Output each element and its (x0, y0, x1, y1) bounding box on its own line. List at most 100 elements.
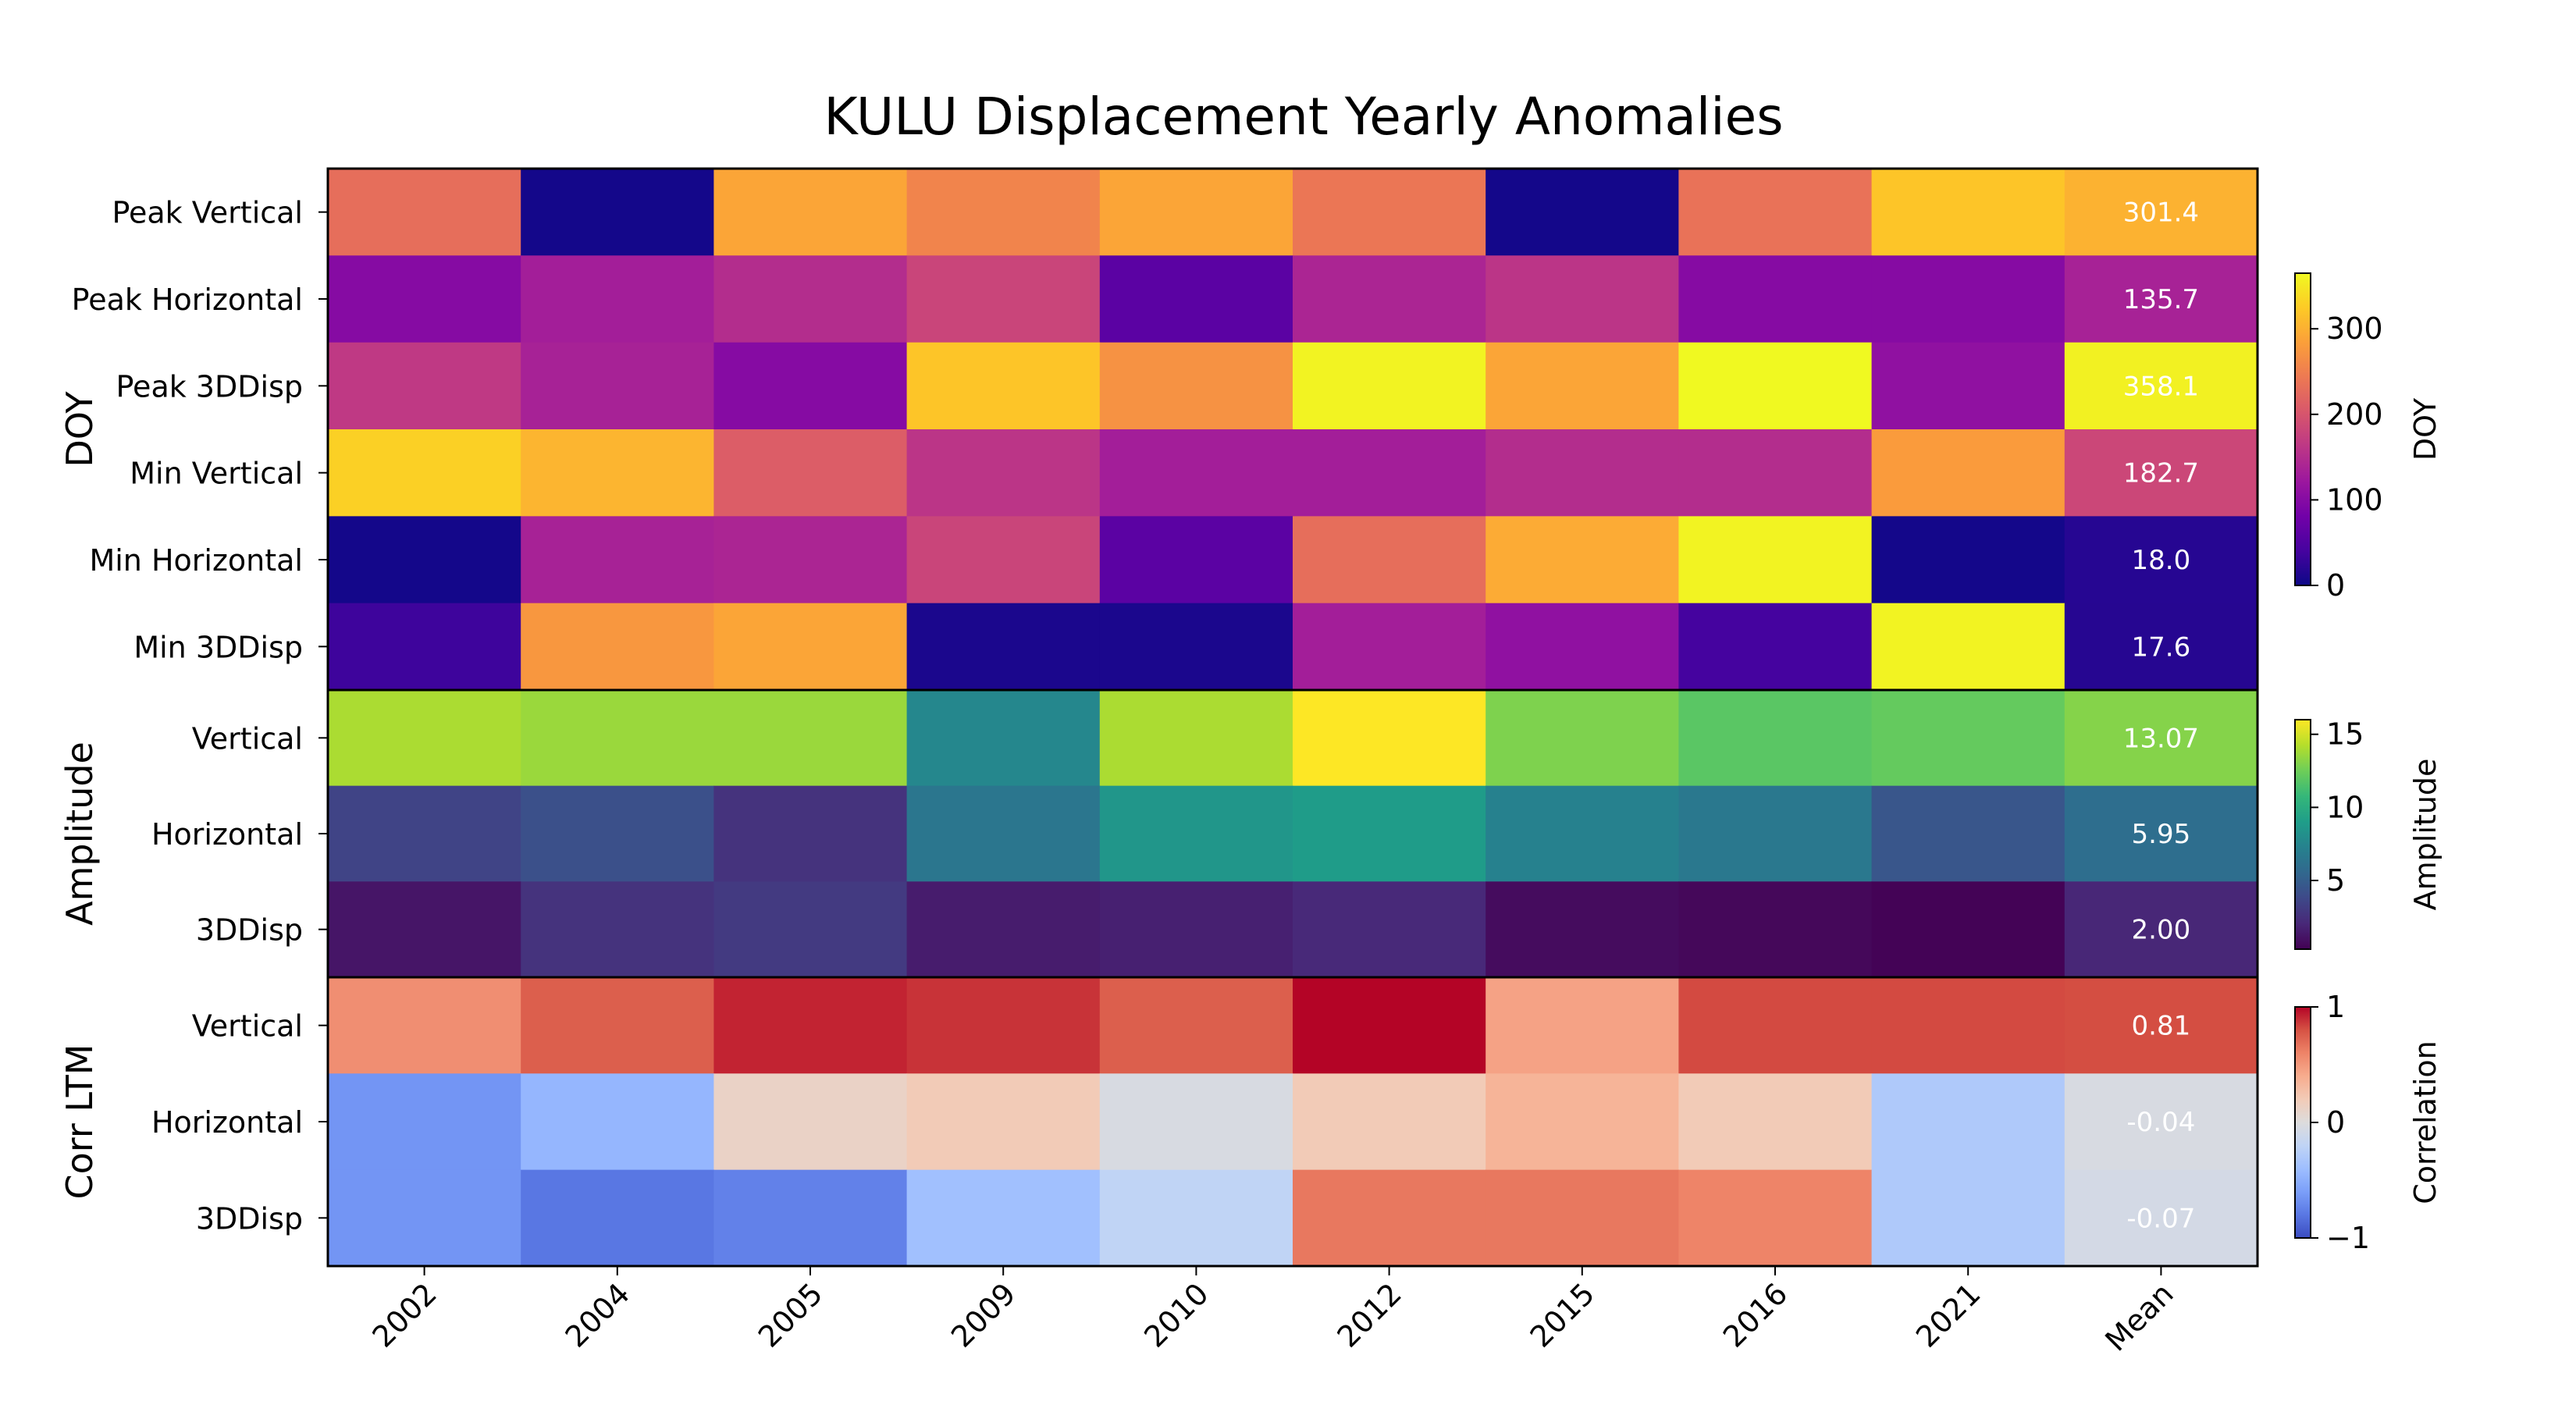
heatmap-cell (1871, 785, 2065, 882)
heatmap-cell (1293, 1169, 1486, 1267)
row-label: 3DDisp (196, 1201, 303, 1236)
row-label: Peak Vertical (112, 196, 303, 230)
colorbar-tick-label: 0 (2326, 1105, 2345, 1140)
heatmap-cell (713, 603, 908, 691)
heatmap-cell (1099, 977, 1293, 1074)
mean-value-label: 2.00 (2132, 915, 2191, 946)
heatmap-cell (2064, 255, 2258, 343)
heatmap-cell (906, 977, 1101, 1074)
heatmap-cell (1099, 881, 1293, 978)
colorbar (2294, 719, 2311, 950)
heatmap-cell (713, 255, 908, 343)
heatmap-cell (906, 255, 1101, 343)
heatmap-cell (521, 1169, 714, 1267)
heatmap-cell (1678, 603, 1873, 691)
heatmap-cell (1293, 516, 1486, 604)
heatmap-cell (521, 785, 714, 882)
heatmap-cell (521, 690, 714, 787)
heatmap-cell (906, 342, 1101, 430)
heatmap-cell (2064, 169, 2258, 256)
colorbar-tick-label: 15 (2326, 717, 2364, 752)
heatmap-cell (1678, 690, 1873, 787)
heatmap-cell (713, 429, 908, 517)
heatmap-cells: 301.4 135.7 358.1 182.7 18.0 17.6 13.07 5.95 2.0… (328, 169, 2258, 1267)
heatmap-cell (328, 690, 521, 787)
row-label: Vertical (192, 1009, 303, 1044)
mean-value-label: 0.81 (2132, 1011, 2191, 1042)
heatmap-cell (1871, 1169, 2065, 1267)
heatmap-cell (2064, 429, 2258, 517)
heatmap-cell (1099, 516, 1293, 604)
mean-value-label: 301.4 (2123, 197, 2199, 229)
heatmap-cell (1293, 255, 1486, 343)
column-label: 2016 (1717, 1276, 1795, 1354)
heatmap-cell (1678, 255, 1873, 343)
heatmap-cell (906, 603, 1101, 691)
mean-value-label: -0.07 (2126, 1203, 2195, 1234)
mean-value-label: -0.04 (2126, 1107, 2195, 1138)
heatmap-cell (1099, 785, 1293, 882)
row-labels: Peak Vertical Peak Horizontal Peak 3DDisp M… (72, 196, 328, 1236)
heatmap-cell (2064, 785, 2258, 882)
heatmap-cell (1678, 1169, 1873, 1267)
heatmap-cell (521, 881, 714, 978)
heatmap-cell (1678, 1073, 1873, 1171)
heatmap-cell (521, 342, 714, 430)
heatmap-cell (1678, 516, 1873, 604)
heatmap-cell (328, 977, 521, 1074)
heatmap-cell (1293, 169, 1486, 256)
heatmap-cell (1485, 1169, 1679, 1267)
heatmap-cell (328, 255, 521, 343)
heatmap-cell (713, 516, 908, 604)
heatmap-cell (713, 1073, 908, 1171)
heatmap-cell (906, 169, 1101, 256)
heatmap-cell (713, 785, 908, 882)
heatmap-cell (1293, 603, 1486, 691)
heatmap-cell (1485, 785, 1679, 882)
heatmap-cell (1678, 429, 1873, 517)
heatmap-cell (1871, 516, 2065, 604)
mean-value-label: 182.7 (2123, 458, 2199, 489)
heatmap-cell (906, 881, 1101, 978)
heatmap-cell (906, 785, 1101, 882)
colorbar-tick-label: −1 (2326, 1221, 2370, 1255)
heatmap-cell (1871, 1073, 2065, 1171)
row-label: Vertical (192, 721, 303, 756)
group-label: Corr LTM (59, 1044, 101, 1200)
heatmap-cell (1678, 342, 1873, 430)
heatmap-cell (521, 429, 714, 517)
column-label: 2015 (1524, 1276, 1602, 1354)
heatmap-cell (1293, 1073, 1486, 1171)
heatmap-cell (1871, 255, 2065, 343)
heatmap-cell (521, 1073, 714, 1171)
group-label: DOY (59, 390, 101, 467)
heatmap-cell (1871, 881, 2065, 978)
heatmap-cell (1099, 690, 1293, 787)
colorbar-tick-label: 5 (2326, 863, 2345, 898)
heatmap-cell (328, 169, 521, 256)
heatmap-cell (2064, 516, 2258, 604)
heatmap-cell (328, 1169, 521, 1267)
colorbar-tick-label: 10 (2326, 790, 2364, 824)
mean-value-label: 18.0 (2132, 545, 2191, 576)
colorbar-tick-label: 0 (2326, 568, 2345, 603)
heatmap-cell (713, 169, 908, 256)
heatmap-cell (328, 881, 521, 978)
heatmap-cell (906, 429, 1101, 517)
column-label: 2004 (559, 1276, 637, 1354)
heatmap-cell (2064, 881, 2258, 978)
heatmap-cell (1485, 1073, 1679, 1171)
heatmap-cell (521, 169, 714, 256)
heatmap-cell (2064, 603, 2258, 691)
row-label: Min 3DDisp (133, 630, 303, 664)
heatmap-cell (2064, 977, 2258, 1074)
mean-value-label: 135.7 (2123, 284, 2199, 315)
row-label: Min Horizontal (89, 543, 303, 578)
heatmap-cell (1293, 785, 1486, 882)
row-label: Peak Horizontal (72, 283, 303, 317)
colorbar (2294, 272, 2311, 586)
heatmap-cell (521, 516, 714, 604)
row-label: Peak 3DDisp (116, 369, 304, 404)
heatmap-cell (328, 603, 521, 691)
